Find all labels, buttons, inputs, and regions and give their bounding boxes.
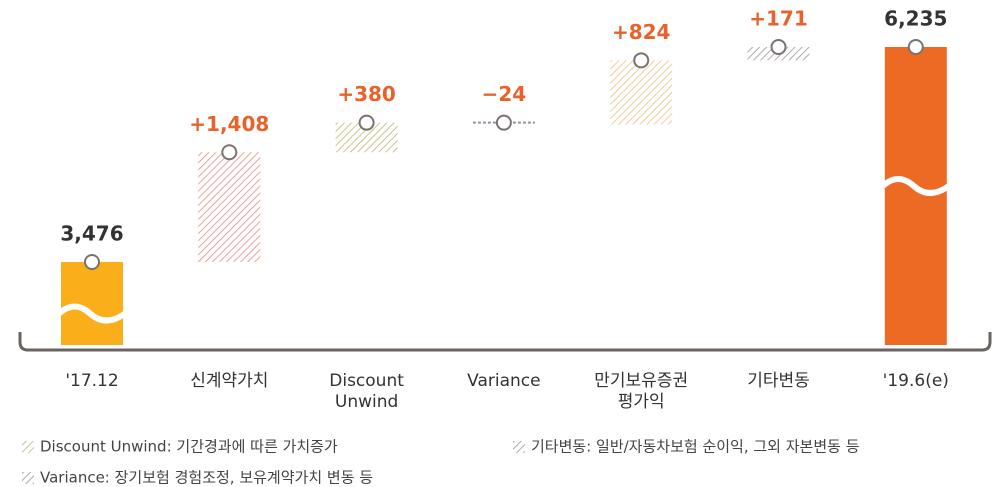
value-label: +171: [749, 7, 808, 31]
bar: [884, 47, 947, 345]
x-tick-label: 만기보유증권: [594, 371, 688, 391]
value-label: +824: [612, 20, 671, 44]
x-tick-label: 신계약가치: [190, 371, 268, 391]
value-label: −24: [482, 82, 527, 106]
marker: [907, 39, 924, 55]
marker: [84, 254, 100, 270]
legend-swatch: [513, 441, 525, 453]
value-label: +1,408: [189, 112, 269, 136]
value-label: 6,235: [884, 7, 947, 31]
x-tick-label: '17.12: [65, 371, 118, 391]
axis-break: [56, 303, 127, 324]
x-tick-label: Variance: [467, 371, 540, 391]
marker: [770, 39, 787, 55]
marker: [221, 144, 238, 161]
bar: [198, 152, 261, 262]
value-label: +380: [337, 82, 396, 106]
bar: [61, 262, 123, 345]
legend-swatch: [22, 472, 34, 484]
x-tick-label: Discount: [329, 371, 404, 391]
legend-text: Discount Unwind: 기간경과에 따른 가치증가: [40, 438, 338, 456]
legend-text: Variance: 장기보험 경험조정, 보유계약가치 변동 등: [40, 469, 373, 487]
value-label: 3,476: [60, 222, 123, 246]
x-tick-label: 기타변동: [747, 371, 810, 391]
bar: [610, 60, 673, 125]
marker: [495, 114, 512, 131]
marker: [633, 52, 650, 69]
legend-swatch: [22, 441, 34, 453]
x-tick-label: 평가익: [618, 392, 665, 412]
legend-text: 기타변동: 일반/자동차보험 순이익, 그외 자본변동 등: [531, 438, 860, 456]
x-tick-label: '19.6(e): [883, 371, 949, 391]
axis-break: [880, 176, 951, 196]
axis-bracket: [18, 332, 992, 352]
marker: [358, 114, 375, 131]
x-tick-label: Unwind: [335, 392, 398, 412]
